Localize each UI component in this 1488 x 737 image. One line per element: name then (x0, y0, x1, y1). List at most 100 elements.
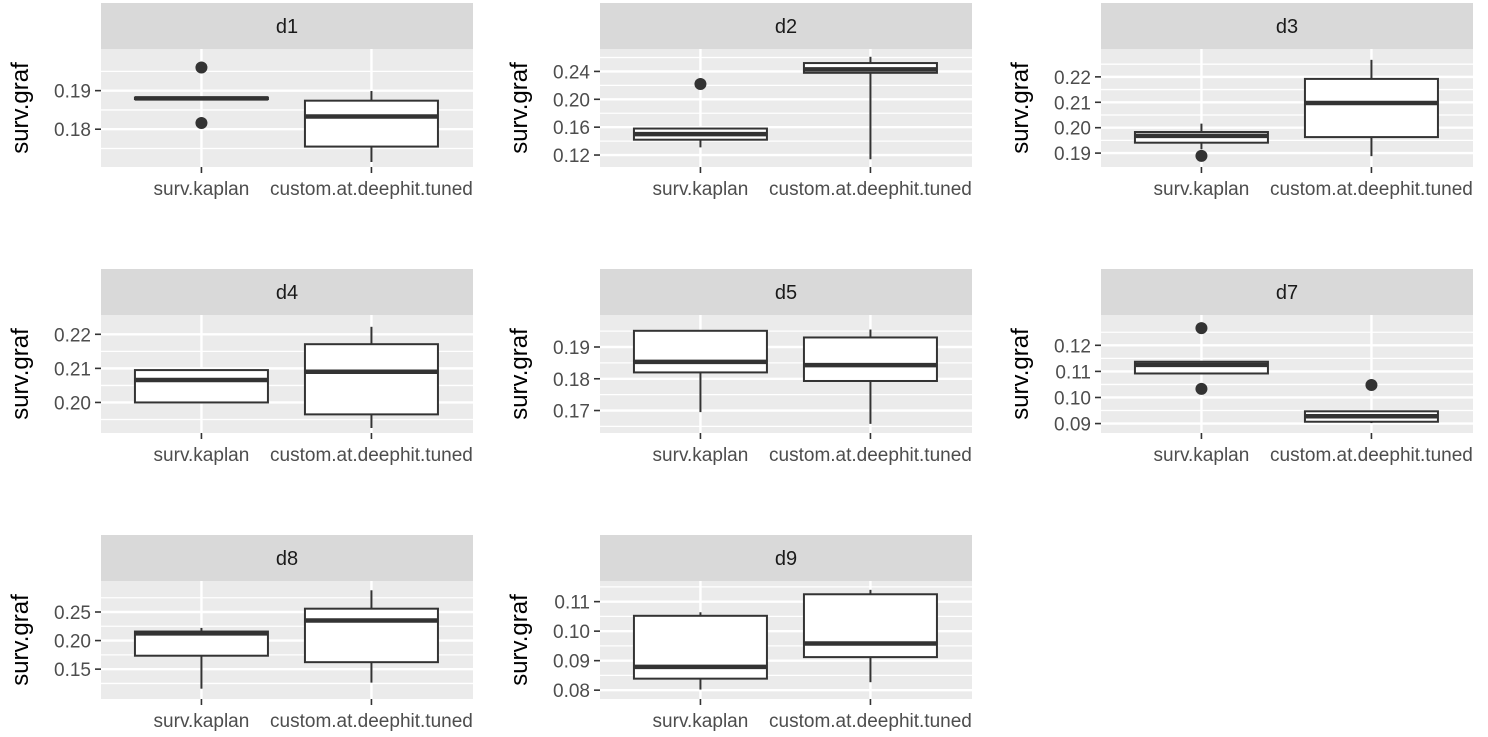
y-tick-label: 0.16 (553, 118, 590, 139)
outlier-point (694, 77, 707, 90)
strip-background (101, 3, 473, 49)
x-tick-label: custom.at.deephit.tuned (769, 179, 972, 200)
y-tick-label: 0.22 (54, 325, 91, 346)
box-surv.kaplan (133, 61, 269, 130)
box-iqr (802, 593, 938, 659)
y-tick-label: 0.10 (1054, 388, 1091, 409)
x-tick-label: custom.at.deephit.tuned (1270, 445, 1473, 466)
panel-d8: d8 0.15 0.20 0.25 surv.graf surv.kaplan custom… (7, 535, 473, 732)
box-iqr (303, 99, 439, 148)
x-tick-label: surv.kaplan (653, 445, 749, 466)
y-axis-title: surv.graf (506, 594, 533, 686)
x-tick-label: custom.at.deephit.tuned (1270, 179, 1473, 200)
strip-label: d7 (1276, 282, 1298, 304)
strip-background (101, 535, 473, 581)
box-custom.at.deephit.tuned (802, 56, 938, 160)
strip-label: d1 (276, 16, 298, 38)
y-tick-label: 0.24 (553, 62, 590, 83)
box-surv.kaplan (632, 329, 768, 413)
box-surv.kaplan (133, 369, 269, 404)
y-tick-label: 0.18 (553, 370, 590, 391)
y-tick-label: 0.09 (553, 652, 590, 673)
box-surv.kaplan (133, 627, 269, 689)
box-surv.kaplan (1133, 322, 1269, 395)
x-tick-label: surv.kaplan (154, 711, 250, 732)
y-tick-label: 0.10 (553, 622, 590, 643)
outlier-point (1195, 149, 1208, 162)
box-custom.at.deephit.tuned (303, 590, 439, 683)
box-custom.at.deephit.tuned (802, 589, 938, 683)
y-tick-label: 0.20 (54, 393, 91, 414)
box-iqr (632, 614, 768, 680)
strip-background (1101, 3, 1473, 49)
y-tick-label: 0.12 (1054, 336, 1091, 357)
x-tick-label: surv.kaplan (653, 711, 749, 732)
y-axis-title: surv.graf (506, 328, 533, 420)
y-axis-title: surv.graf (506, 62, 533, 154)
x-tick-label: surv.kaplan (1154, 445, 1250, 466)
strip-background (101, 269, 473, 315)
y-axis-title: surv.graf (1007, 62, 1034, 154)
y-tick-label: 0.21 (1054, 93, 1091, 114)
strip-label: d2 (775, 16, 797, 38)
outlier-point (1195, 382, 1208, 395)
panel-d9: d9 0.08 0.09 0.10 0.11 surv.graf surv.kaplan cu… (506, 535, 972, 732)
panel-d2: d2 0.12 0.16 0.20 0.24 surv.graf surv.kaplan cu… (506, 3, 972, 200)
box-custom.at.deephit.tuned (1303, 378, 1439, 424)
y-axis-title: surv.graf (7, 328, 34, 420)
x-tick-label: custom.at.deephit.tuned (769, 445, 972, 466)
y-tick-label: 0.20 (553, 90, 590, 111)
strip-label: d5 (775, 282, 797, 304)
y-tick-label: 0.18 (54, 120, 91, 141)
y-tick-label: 0.11 (1055, 362, 1091, 383)
y-tick-label: 0.11 (554, 593, 590, 614)
outlier-point (195, 117, 208, 130)
y-tick-label: 0.19 (553, 338, 590, 359)
box-surv.kaplan (632, 612, 768, 690)
box-iqr (1303, 77, 1439, 139)
y-tick-label: 0.25 (54, 603, 91, 624)
box-custom.at.deephit.tuned (303, 91, 439, 162)
y-axis-title: surv.graf (7, 594, 34, 686)
y-tick-label: 0.19 (54, 82, 91, 103)
box-iqr (1133, 360, 1269, 375)
y-tick-label: 0.12 (553, 146, 590, 167)
x-tick-label: surv.kaplan (653, 179, 749, 200)
y-tick-label: 0.08 (553, 681, 590, 702)
x-tick-label: custom.at.deephit.tuned (769, 711, 972, 732)
box-surv.kaplan (1133, 123, 1269, 162)
outlier-point (1195, 322, 1208, 335)
box-custom.at.deephit.tuned (1303, 59, 1439, 157)
outlier-point (1365, 378, 1378, 391)
y-tick-label: 0.17 (553, 402, 590, 423)
x-tick-label: custom.at.deephit.tuned (270, 179, 473, 200)
x-tick-label: surv.kaplan (154, 179, 250, 200)
y-axis-title: surv.graf (1007, 328, 1034, 420)
strip-background (600, 535, 972, 581)
box-custom.at.deephit.tuned (303, 326, 439, 428)
y-tick-label: 0.15 (54, 660, 91, 681)
strip-label: d9 (775, 548, 797, 570)
y-tick-label: 0.20 (54, 632, 91, 653)
y-tick-label: 0.19 (1054, 144, 1091, 165)
panel-d7: d7 0.09 0.10 0.11 0.12 surv.graf surv.kaplan cu… (1007, 269, 1473, 466)
panel-d4: d4 0.20 0.21 0.22 surv.graf surv.kaplan custom… (7, 269, 473, 466)
box-iqr (133, 369, 269, 404)
x-tick-label: custom.at.deephit.tuned (270, 711, 473, 732)
panel-d1: d1 0.18 0.19 surv.graf surv.kaplan custom.at.… (7, 3, 473, 200)
panel-d5: d5 0.17 0.18 0.19 surv.graf surv.kaplan custom… (506, 269, 972, 466)
strip-label: d4 (276, 282, 298, 304)
x-tick-label: surv.kaplan (1154, 179, 1250, 200)
strip-background (1101, 269, 1473, 315)
strip-background (600, 269, 972, 315)
x-tick-label: custom.at.deephit.tuned (270, 445, 473, 466)
box-iqr (303, 343, 439, 416)
panel-d3: d3 0.19 0.20 0.21 0.22 surv.graf surv.kaplan cu… (1007, 3, 1473, 200)
box-iqr (632, 329, 768, 374)
y-axis-title: surv.graf (7, 62, 34, 154)
box-iqr (802, 336, 938, 382)
y-tick-label: 0.22 (1054, 68, 1091, 89)
strip-background (600, 3, 972, 49)
box-surv.kaplan (632, 77, 768, 148)
